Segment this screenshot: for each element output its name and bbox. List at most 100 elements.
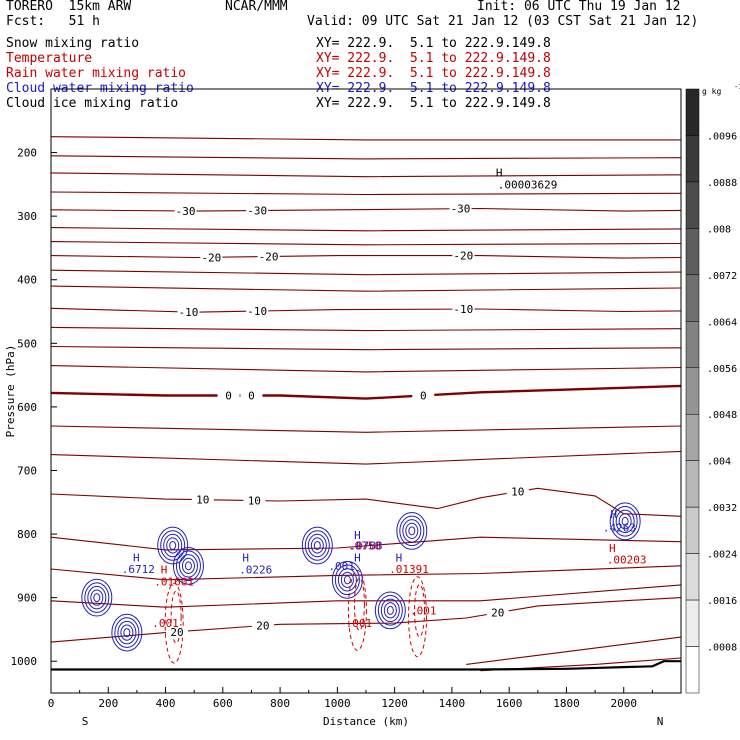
cloud-water-contour <box>408 526 416 536</box>
cloud-water-label: .6712 <box>122 563 155 576</box>
y-tick-label: 400 <box>17 274 37 287</box>
cloud-water-contour <box>609 502 641 541</box>
cloud-water-contour <box>160 530 186 561</box>
temperature-contour-label: 10 <box>511 486 524 499</box>
cloud-water-contour <box>166 537 180 554</box>
cloud-water-contour <box>313 540 321 550</box>
temperature-contour <box>50 565 682 581</box>
contour-label-bg <box>166 625 188 638</box>
temperature-contour <box>50 450 682 465</box>
y-tick-label: 300 <box>17 210 37 223</box>
max-marker: H <box>609 542 616 555</box>
temperature-contour-label: -30 <box>247 205 267 218</box>
temperature-contour <box>50 487 682 517</box>
contour-label-bg <box>251 619 274 632</box>
cloud-water-contour <box>114 617 140 648</box>
colorbar-unit: g kg <box>702 87 721 96</box>
cloud-water-contour <box>615 509 635 534</box>
cloud-water-contour <box>81 578 113 617</box>
colorbar-segment <box>685 88 700 136</box>
rain-water-label: .0758 <box>348 539 381 552</box>
xsection-cloud-ice: XY= 222.9. 5.1 to 222.9.149.8 <box>316 96 551 111</box>
cloud-water-contour <box>386 605 394 615</box>
y-tick-label: 1000 <box>11 655 38 668</box>
rain-water-label: .00203 <box>607 553 647 566</box>
cloud-water-contour <box>337 568 357 592</box>
temperature-contour <box>50 384 682 400</box>
temperature-contour <box>466 636 682 665</box>
colorbar-segment <box>685 646 700 694</box>
temperature-contour <box>50 345 682 351</box>
temperature-contour <box>50 285 682 292</box>
cloud-water-contour <box>396 511 428 550</box>
rain-water-label: .01601 <box>154 576 194 589</box>
temperature-contour <box>50 584 682 608</box>
contour-label-bg <box>506 485 529 498</box>
cloud-water-contour <box>380 598 400 623</box>
x-tick-label: 2000 <box>610 697 637 710</box>
contour-label-bg <box>246 204 269 217</box>
temperature-contour-label: 0 <box>225 389 232 402</box>
colorbar-unit-exp: -1 <box>734 83 740 91</box>
rain-water-label: .001 <box>152 617 179 630</box>
max-marker: H <box>354 551 361 564</box>
cloud-water-contour <box>301 526 333 565</box>
y-tick-label: 200 <box>17 147 37 160</box>
cloud-water-contour <box>304 530 330 561</box>
rain-water-label: .001 <box>410 604 437 617</box>
colorbar-segment <box>685 553 700 601</box>
x-end-right: N <box>657 715 664 728</box>
x-tick-label: 1000 <box>324 697 351 710</box>
cloud-water-contour <box>405 522 419 539</box>
contour-label-bg <box>257 250 280 263</box>
y-tick-label: 700 <box>17 464 37 477</box>
contour-label-bg <box>177 306 200 319</box>
cloud-water-contour <box>84 582 110 613</box>
xsection-rain: XY= 222.9. 5.1 to 222.9.149.8 <box>316 66 551 81</box>
temperature-contour-label: -20 <box>453 250 473 263</box>
x-tick-label: 400 <box>156 697 176 710</box>
cloud-water-contour <box>612 506 638 537</box>
rain-water-contour <box>347 569 367 651</box>
temperature-contour <box>50 241 682 246</box>
y-tick-label: 600 <box>17 401 37 414</box>
rain-water-contour <box>170 590 182 644</box>
cloud-water-contour <box>175 550 201 582</box>
colorbar-segment <box>685 413 700 461</box>
temperature-contour-label: -10 <box>453 303 473 316</box>
cloud-water-contour <box>343 575 351 585</box>
temperature-contour <box>50 365 682 373</box>
max-marker: H <box>354 529 361 542</box>
temperature-contour <box>50 191 682 196</box>
temperature-contour <box>50 326 682 332</box>
colorbar-label: .0024 <box>707 550 737 561</box>
colorbar-label: .004 <box>707 457 731 468</box>
cloud-water-contour <box>340 571 354 588</box>
temperature-contour <box>50 255 682 259</box>
x-tick-label: 600 <box>213 697 233 710</box>
contour-label-bg <box>174 204 197 217</box>
contour-label-bg <box>217 389 240 402</box>
cloud-water-contour <box>334 564 360 596</box>
cloud-water-contour <box>117 620 137 645</box>
colorbar-label: .0048 <box>707 410 737 421</box>
cloud-water-label: .001 <box>328 560 355 573</box>
colorbar-segment <box>685 135 700 183</box>
cloud-water-label: .0788 <box>349 539 382 552</box>
cloud-water-contour <box>123 628 131 638</box>
cloud-water-label: .4263 <box>603 522 636 535</box>
temperature-contour-label: 0 <box>420 389 427 402</box>
temperature-contour <box>50 425 682 433</box>
x-tick-label: 1400 <box>439 697 466 710</box>
temperature-contour <box>50 136 681 141</box>
temperature-contour-label: -30 <box>176 205 196 218</box>
cloud-water-contour <box>178 554 198 578</box>
contour-label-bg <box>246 305 269 318</box>
cloud-water-contour <box>93 593 101 603</box>
temperature-contour-label: -30 <box>451 203 471 216</box>
cloud-water-contour <box>111 613 143 652</box>
colorbar-label: .008 <box>707 224 731 235</box>
cloud-water-contour <box>87 585 107 610</box>
colorbar-segment <box>685 228 700 276</box>
cloud-water-contour <box>399 515 425 547</box>
